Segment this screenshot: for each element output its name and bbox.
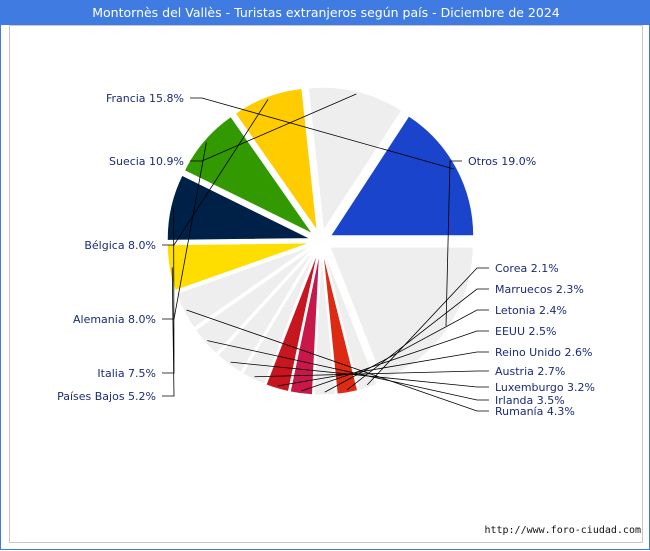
leader-line-suecia: [190, 93, 357, 162]
leader-line-irlanda: [207, 340, 489, 401]
pie-slice-italia: [166, 174, 311, 241]
pie-slice-rumania: [175, 245, 312, 329]
pie-slice-francia: [329, 115, 475, 237]
slice-label-irlanda: Irlanda 3.5%: [495, 394, 565, 407]
slice-label-suecia: Suecia 10.9%: [109, 155, 184, 168]
slice-label-austria: Austria 2.7%: [495, 365, 565, 378]
pie-slice-belgica: [234, 87, 318, 231]
leader-line-marruecos: [346, 288, 489, 391]
slice-label-alemania: Alemania 8.0%: [73, 313, 156, 326]
slice-label-luxemburgo: Luxemburgo 3.2%: [495, 381, 595, 394]
pie-slice-eeuu: [289, 251, 321, 396]
slice-label-paises-bajos: Países Bajos 5.2%: [57, 390, 156, 403]
pie-slice-letonia: [313, 251, 337, 396]
leader-line-belgica: [162, 99, 269, 246]
leader-line-italia: [162, 207, 175, 374]
source-credit: http://www.foro-ciudad.com: [484, 525, 641, 536]
leader-line-letonia: [324, 309, 489, 393]
leader-line-rumania: [186, 309, 489, 412]
leader-line-paises-bajos: [162, 267, 175, 397]
leader-line-luxemburgo: [230, 361, 489, 388]
leader-line-francia: [190, 97, 455, 170]
leader-lines: [162, 93, 489, 412]
slice-label-francia: Francia 15.8%: [106, 92, 184, 105]
leader-line-eeuu: [301, 330, 489, 392]
slice-label-rumania: Rumanía 4.3%: [495, 405, 575, 418]
pie-slice-alemania: [183, 115, 314, 235]
pie-slice-otros: [329, 246, 474, 381]
slice-label-italia: Italia 7.5%: [97, 367, 156, 380]
slice-label-eeuu: EEUU 2.5%: [495, 325, 556, 338]
pie-slice-irlanda: [194, 247, 314, 355]
slice-label-marruecos: Marruecos 2.3%: [495, 283, 584, 296]
slice-labels: Otros 19.0% Corea 2.1% Marruecos 2.3% Leton…: [57, 92, 595, 418]
pie-slice-corea: [323, 251, 378, 391]
slice-label-corea: Corea 2.1%: [495, 262, 559, 275]
slice-label-belgica: Bélgica 8.0%: [84, 239, 156, 252]
chart-title: Montornès del Vallès - Turistas extranje…: [1, 1, 650, 25]
pie-slices: [166, 86, 475, 396]
leader-line-alemania: [162, 142, 207, 320]
leader-line-otros: [445, 160, 462, 326]
slice-label-otros: Otros 19.0%: [468, 155, 536, 168]
pie-slice-suecia: [307, 86, 403, 232]
pie-slice-luxemburgo: [217, 249, 315, 374]
pie-slice-marruecos: [322, 251, 359, 395]
slice-label-letonia: Letonia 2.4%: [495, 304, 567, 317]
leader-line-austria: [254, 370, 489, 378]
slice-label-reino-unido: Reino Unido 2.6%: [495, 346, 592, 359]
pie-slice-austria: [241, 250, 317, 385]
